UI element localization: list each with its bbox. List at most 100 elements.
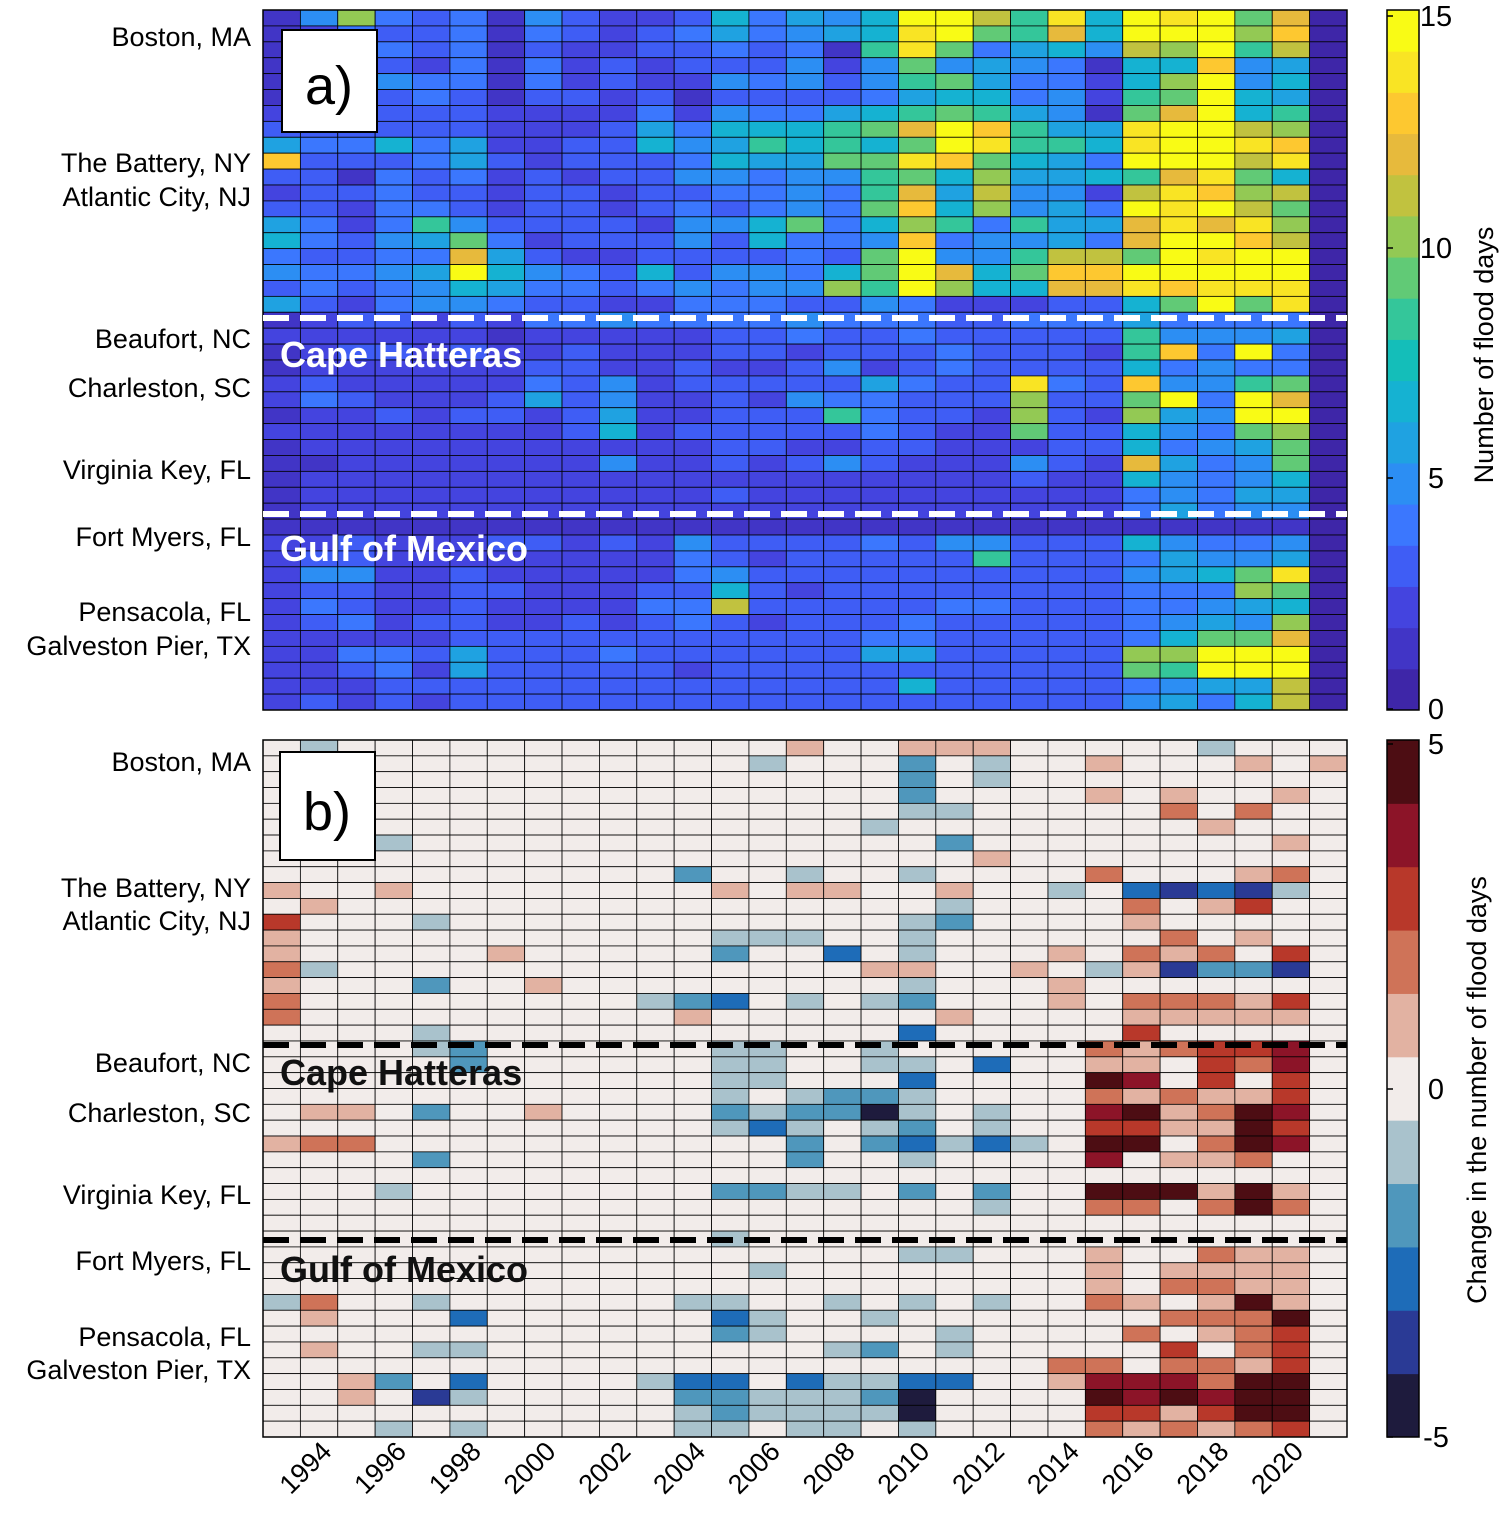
heatmap-cell — [299, 184, 339, 202]
heatmap-cell — [972, 882, 1011, 899]
heatmap-cell — [1271, 375, 1311, 393]
heatmap-cell — [711, 168, 750, 186]
heatmap-cell — [636, 582, 675, 600]
heatmap-cell — [1309, 486, 1348, 504]
heatmap-cell — [374, 152, 413, 170]
heatmap-cell — [1047, 216, 1086, 234]
heatmap-cell — [1197, 120, 1236, 138]
heatmap-cell — [374, 961, 413, 979]
heatmap-cell — [1010, 57, 1049, 75]
heatmap-cell — [1197, 343, 1236, 361]
heatmap-cell — [412, 598, 451, 615]
heatmap-cell — [860, 566, 899, 584]
heatmap-cell — [636, 818, 675, 836]
heatmap-cell — [972, 1008, 1011, 1026]
heatmap-cell — [1159, 1008, 1198, 1026]
heatmap-cell — [785, 993, 825, 1010]
heatmap-cell — [673, 1325, 712, 1343]
heatmap-cell — [1010, 534, 1049, 552]
heatmap-cell — [561, 152, 600, 170]
x-tick-label: 2002 — [573, 1436, 637, 1500]
heatmap-cell — [636, 57, 675, 75]
heatmap-cell — [1047, 57, 1086, 75]
heatmap-cell — [1122, 295, 1161, 313]
heatmap-cell — [1271, 407, 1311, 425]
heatmap-cell — [823, 661, 862, 679]
heatmap-cell — [785, 645, 825, 663]
heatmap-cell — [972, 1309, 1011, 1327]
heatmap-cell — [561, 566, 600, 584]
heatmap-cell — [374, 455, 413, 472]
heatmap-cell — [337, 993, 376, 1010]
heatmap-cell — [1084, 439, 1124, 456]
heatmap-cell — [1010, 582, 1049, 600]
heatmap-cell — [1010, 755, 1049, 773]
heatmap-cell — [1234, 1119, 1273, 1137]
heatmap-cell — [412, 1309, 451, 1327]
heatmap-cell — [636, 73, 675, 90]
heatmap-cell — [748, 534, 787, 552]
heatmap-cell — [449, 264, 488, 281]
heatmap-cell — [673, 661, 712, 679]
heatmap-cell — [561, 248, 600, 265]
heatmap-cell — [412, 630, 451, 647]
heatmap-cell — [561, 232, 600, 250]
heatmap-cell — [449, 1008, 488, 1026]
heatmap-cell — [636, 598, 675, 615]
heatmap-cell — [449, 423, 488, 440]
heatmap-cell — [1159, 41, 1198, 59]
colorbar-tick-label: -5 — [1423, 1422, 1449, 1454]
heatmap-cell — [1271, 1198, 1311, 1216]
heatmap-cell — [748, 1357, 787, 1375]
station-label: Virginia Key, FL — [63, 1180, 251, 1210]
heatmap-cell — [748, 152, 787, 170]
heatmap-cell — [1234, 41, 1273, 59]
heatmap-cell — [486, 1309, 526, 1327]
heatmap-cell — [1234, 57, 1273, 75]
heatmap-cell — [561, 280, 600, 297]
heatmap-cell — [748, 1198, 787, 1216]
heatmap-cell — [748, 455, 787, 472]
heatmap-cell — [1122, 1008, 1161, 1026]
colorbar-tick-label: 10 — [1420, 233, 1452, 265]
heatmap-cell — [374, 1024, 413, 1042]
heatmap-cell — [524, 1198, 563, 1216]
heatmap-cell — [1010, 1135, 1049, 1153]
heatmap-cell — [337, 423, 376, 440]
colorbar-label-a: Number of flood days — [1469, 227, 1499, 484]
heatmap-cell — [1010, 866, 1049, 883]
heatmap-cell — [374, 771, 413, 788]
heatmap-cell — [524, 802, 563, 820]
heatmap-cell — [262, 1167, 301, 1184]
heatmap-cell — [935, 57, 974, 75]
heatmap-cell — [1234, 1072, 1273, 1089]
heatmap-cell — [898, 1357, 937, 1375]
heatmap-cell — [711, 1389, 750, 1406]
heatmap-cell — [1309, 152, 1348, 170]
station-label: Beaufort, NC — [95, 1048, 251, 1078]
heatmap-cell — [636, 630, 675, 647]
station-label: Galveston Pier, TX — [26, 631, 251, 661]
heatmap-cell — [1010, 677, 1049, 695]
heatmap-cell — [673, 1309, 712, 1327]
heatmap-cell — [1159, 802, 1198, 820]
heatmap-cell — [823, 1183, 862, 1200]
heatmap-cell — [1271, 343, 1311, 361]
heatmap-cell — [337, 136, 376, 154]
colorbar-segment — [1387, 257, 1419, 299]
heatmap-cell — [1084, 327, 1124, 345]
heatmap-cell — [1197, 486, 1236, 504]
heatmap-cell — [1197, 945, 1236, 963]
heatmap-cell — [1309, 120, 1348, 138]
heatmap-cell — [785, 945, 825, 963]
heatmap-cell — [412, 802, 451, 820]
heatmap-cell — [1159, 850, 1198, 868]
heatmap-cell — [636, 439, 675, 456]
heatmap-cell — [337, 661, 376, 679]
heatmap-cell — [785, 200, 825, 218]
heatmap-cell — [972, 566, 1011, 584]
heatmap-cell — [823, 280, 862, 297]
heatmap-cell — [412, 787, 451, 804]
heatmap-cell — [711, 280, 750, 297]
